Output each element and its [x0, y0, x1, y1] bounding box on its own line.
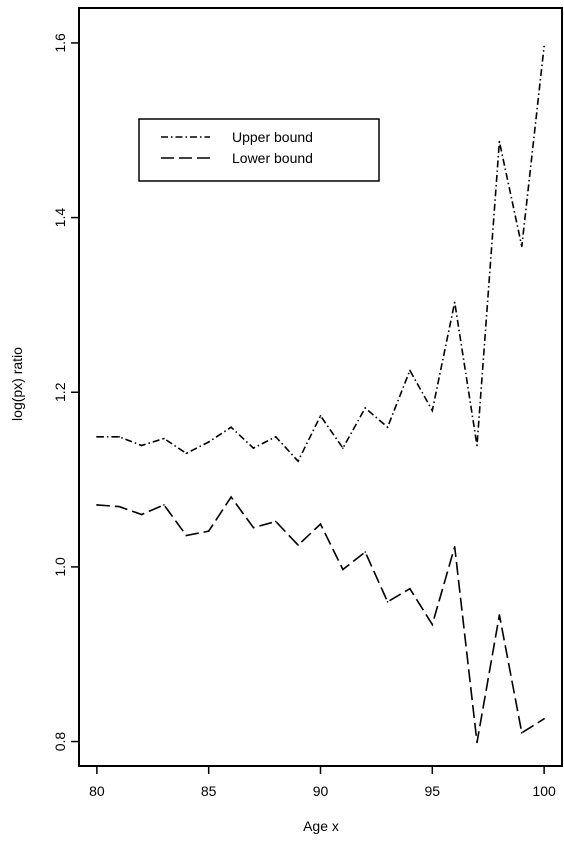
- data-point-upper-bound: [230, 426, 232, 428]
- data-point-upper-bound: [364, 407, 367, 409]
- x-tick-label: 85: [201, 783, 217, 799]
- data-point-upper-bound: [543, 45, 545, 48]
- legend-box: [138, 118, 380, 182]
- data-point-lower-bound: [319, 523, 322, 525]
- data-point-lower-bound: [185, 534, 188, 537]
- y-tick-label: 1.0: [52, 557, 68, 577]
- legend-label-lower: Lower bound: [232, 150, 313, 166]
- data-point-upper-bound: [118, 435, 121, 438]
- data-point-lower-bound: [252, 526, 255, 529]
- data-point-upper-bound: [252, 447, 255, 449]
- data-point-lower-bound: [364, 551, 367, 553]
- data-point-upper-bound: [319, 415, 322, 417]
- data-point-lower-bound: [498, 614, 501, 616]
- y-tick-label: 1.4: [52, 208, 68, 228]
- data-point-lower-bound: [453, 546, 456, 548]
- data-point-lower-bound: [342, 568, 344, 571]
- data-point-upper-bound: [453, 301, 456, 304]
- x-tick-label: 90: [313, 783, 329, 799]
- data-point-lower-bound: [163, 504, 165, 506]
- data-point-lower-bound: [476, 741, 478, 744]
- data-point-upper-bound: [386, 426, 389, 428]
- data-point-upper-bound: [140, 444, 143, 447]
- data-point-lower-bound: [297, 544, 299, 546]
- data-point-lower-bound: [230, 496, 232, 498]
- data-point-upper-bound: [431, 409, 434, 412]
- data-point-upper-bound: [409, 369, 411, 372]
- data-point-upper-bound: [297, 460, 299, 463]
- data-point-lower-bound: [386, 601, 389, 603]
- data-point-lower-bound: [96, 504, 98, 506]
- legend-label-upper: Upper bound: [232, 129, 313, 145]
- series-layer: [96, 45, 545, 744]
- x-tick-label: 100: [532, 783, 556, 799]
- x-tick-label: 80: [89, 783, 105, 799]
- data-point-upper-bound: [274, 435, 277, 438]
- data-point-lower-bound: [274, 520, 277, 523]
- data-point-lower-bound: [543, 718, 545, 720]
- x-axis-label: Age x: [303, 818, 339, 834]
- data-point-lower-bound: [431, 623, 434, 626]
- data-point-lower-bound: [520, 732, 523, 734]
- data-point-lower-bound: [140, 513, 143, 516]
- y-axis-label: log(px) ratio: [9, 347, 25, 421]
- data-point-upper-bound: [207, 441, 210, 443]
- data-point-upper-bound: [185, 452, 188, 455]
- data-point-upper-bound: [342, 447, 344, 449]
- data-point-upper-bound: [96, 435, 98, 438]
- data-point-upper-bound: [476, 444, 478, 447]
- data-point-lower-bound: [409, 587, 411, 590]
- axes-layer: 80 85 90 95 100 0.8 1.0 1.2 1.4 1.6: [52, 33, 556, 799]
- y-tick-label: 1.2: [52, 382, 68, 402]
- legend: Upper bound Lower bound: [138, 118, 380, 182]
- data-point-lower-bound: [207, 530, 210, 532]
- series-line-lower-bound: [96, 495, 545, 743]
- data-point-upper-bound: [498, 140, 501, 143]
- y-tick-label: 0.8: [52, 732, 68, 752]
- y-tick-label: 1.6: [52, 33, 68, 53]
- data-point-upper-bound: [163, 437, 165, 440]
- series-line-upper-bound: [96, 46, 545, 463]
- x-tick-label: 95: [425, 783, 441, 799]
- data-point-upper-bound: [520, 245, 523, 248]
- data-point-lower-bound: [118, 505, 121, 508]
